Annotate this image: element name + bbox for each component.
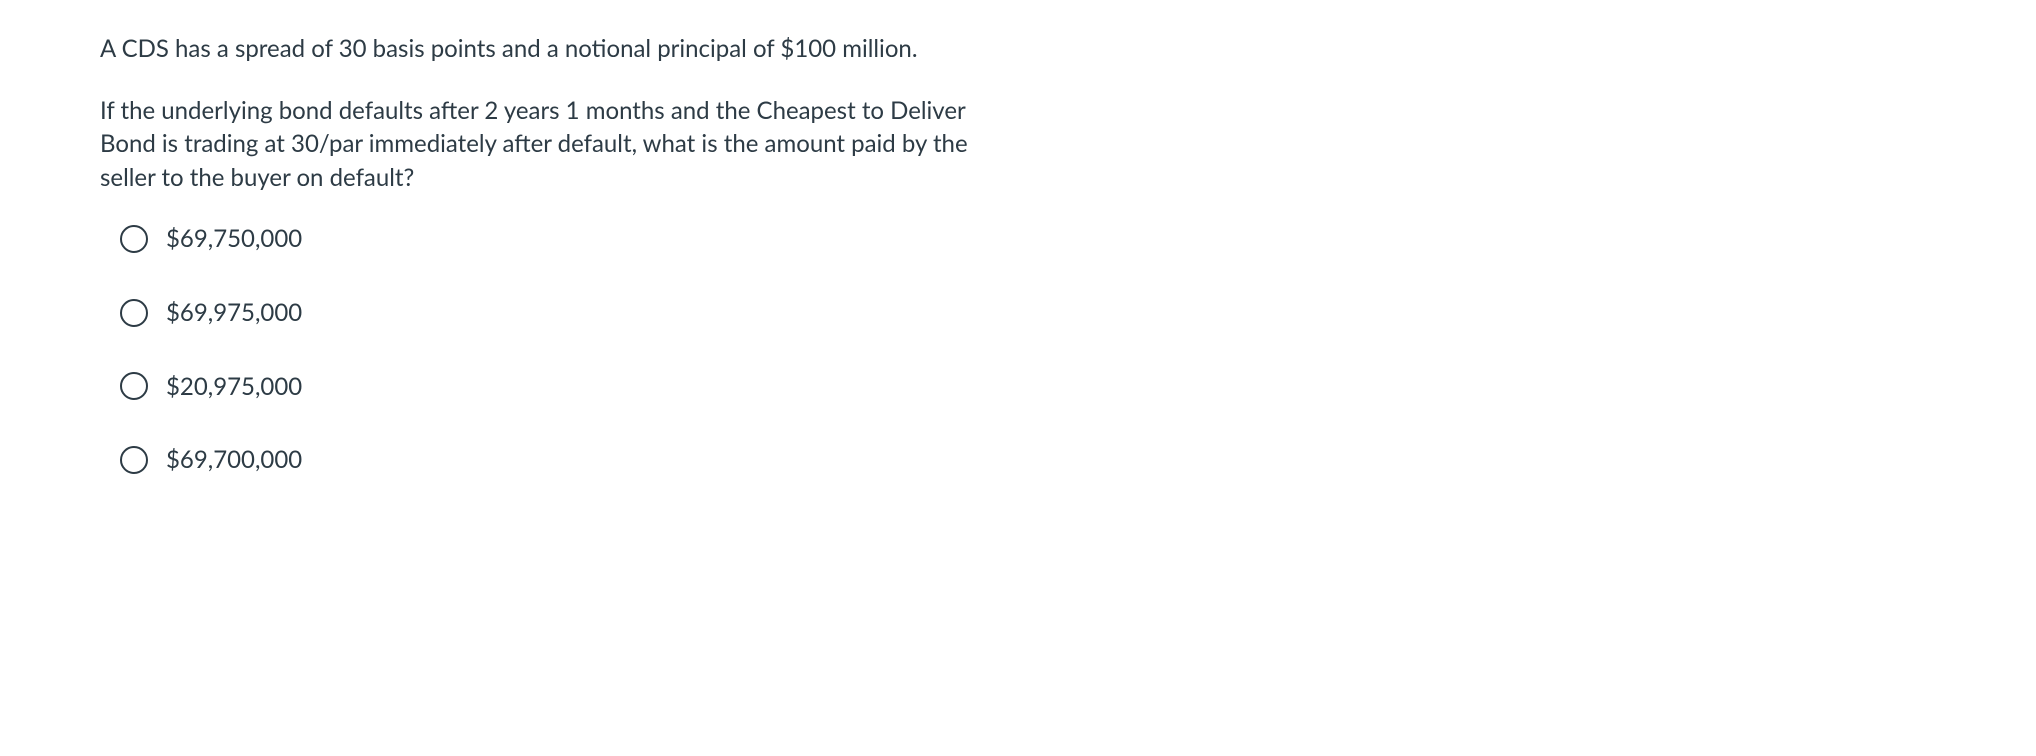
option-label: $69,700,000 — [166, 443, 302, 477]
option-label: $69,975,000 — [166, 296, 302, 330]
radio-icon[interactable] — [120, 225, 148, 253]
radio-icon[interactable] — [120, 446, 148, 474]
radio-icon[interactable] — [120, 299, 148, 327]
option-label: $69,750,000 — [166, 222, 302, 256]
option-item[interactable]: $69,975,000 — [120, 296, 1936, 330]
question-paragraph-2: If the underlying bond defaults after 2 … — [100, 94, 980, 195]
options-list: $69,750,000 $69,975,000 $20,975,000 $69,… — [120, 222, 1936, 476]
question-paragraph-1: A CDS has a spread of 30 basis points an… — [100, 32, 980, 66]
option-item[interactable]: $20,975,000 — [120, 370, 1936, 404]
question-text: A CDS has a spread of 30 basis points an… — [100, 32, 980, 194]
option-item[interactable]: $69,700,000 — [120, 443, 1936, 477]
radio-icon[interactable] — [120, 372, 148, 400]
option-item[interactable]: $69,750,000 — [120, 222, 1936, 256]
option-label: $20,975,000 — [166, 370, 302, 404]
